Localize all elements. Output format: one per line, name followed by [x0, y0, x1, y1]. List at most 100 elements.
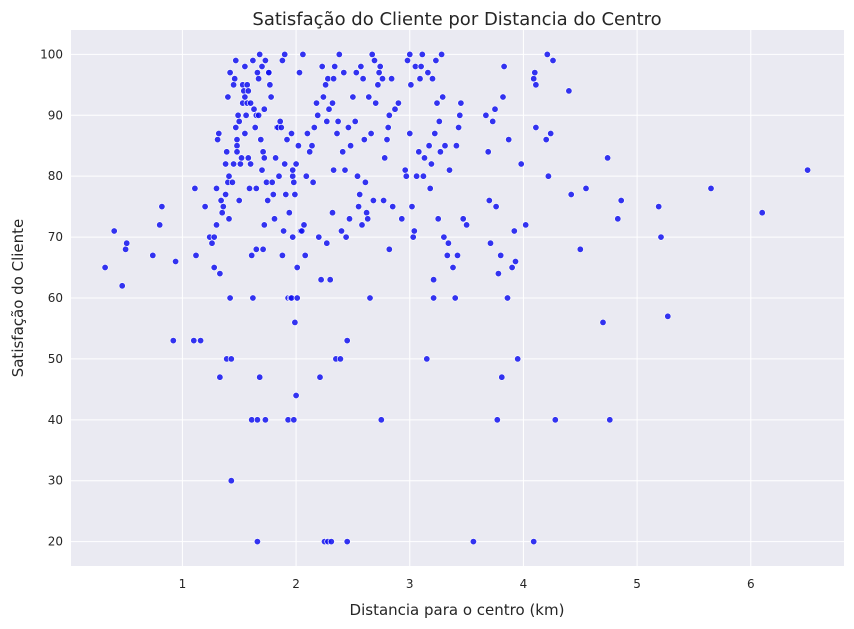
data-point [445, 166, 453, 174]
data-point [378, 75, 386, 83]
data-point [441, 142, 449, 150]
data-point [424, 69, 432, 77]
data-point [469, 538, 477, 546]
data-point [381, 154, 389, 162]
data-point [232, 56, 240, 64]
data-point [606, 416, 614, 424]
data-point [258, 166, 266, 174]
data-point [291, 191, 299, 199]
data-point [233, 136, 241, 144]
data-point [459, 215, 467, 223]
data-point [758, 209, 766, 217]
data-point [158, 203, 166, 211]
data-point [485, 197, 493, 205]
data-point [361, 178, 369, 186]
data-point [410, 227, 418, 235]
data-point [359, 75, 367, 83]
y-tick-label: 30 [48, 474, 63, 488]
data-point [249, 56, 257, 64]
data-point [310, 124, 318, 132]
data-point [247, 99, 255, 107]
data-point [500, 62, 508, 70]
data-point [250, 105, 258, 113]
data-point [413, 172, 421, 180]
data-point [418, 50, 426, 58]
data-point [241, 62, 249, 70]
data-point [101, 263, 109, 271]
data-point [326, 276, 334, 284]
data-point [290, 178, 298, 186]
data-point [225, 215, 233, 223]
data-point [255, 75, 263, 83]
data-point [298, 227, 306, 235]
data-point [530, 538, 538, 546]
data-point [169, 337, 177, 345]
data-point [511, 257, 519, 265]
data-point [289, 172, 297, 180]
data-point [463, 221, 471, 229]
data-point [341, 166, 349, 174]
data-point [497, 251, 505, 259]
data-point [259, 148, 267, 156]
data-point [433, 99, 441, 107]
data-point [428, 75, 436, 83]
data-point [260, 154, 268, 162]
data-point [244, 154, 252, 162]
data-point [215, 130, 223, 138]
chart-title: Satisfação do Cliente por Distancia do C… [252, 9, 661, 30]
data-point [246, 184, 254, 192]
data-point [294, 142, 302, 150]
data-point [430, 294, 438, 302]
data-point [655, 203, 663, 211]
data-point [217, 197, 225, 205]
data-point [355, 203, 363, 211]
data-point [604, 154, 612, 162]
data-point [318, 62, 326, 70]
data-point [664, 312, 672, 320]
data-point [482, 111, 490, 119]
data-point [268, 178, 276, 186]
data-point [110, 227, 118, 235]
data-point [365, 93, 373, 101]
data-point [266, 81, 274, 89]
x-tick-label: 4 [520, 577, 528, 591]
data-point [453, 251, 461, 259]
data-point [244, 87, 252, 95]
data-point [542, 136, 550, 144]
data-point [343, 538, 351, 546]
data-point [351, 117, 359, 125]
data-point [293, 263, 301, 271]
y-tick-label: 80 [48, 169, 63, 183]
data-point [323, 239, 331, 247]
data-point [299, 50, 307, 58]
data-point [253, 416, 261, 424]
data-point [235, 197, 243, 205]
data-points [101, 50, 812, 546]
y-tick-label: 100 [40, 47, 63, 61]
data-point [484, 148, 492, 156]
data-point [283, 136, 291, 144]
x-tick-label: 2 [292, 577, 300, 591]
data-point [236, 160, 244, 168]
data-point [432, 56, 440, 64]
data-point [367, 130, 375, 138]
data-point [287, 130, 295, 138]
data-point [241, 93, 249, 101]
data-point [290, 416, 298, 424]
data-point [317, 276, 325, 284]
data-point [499, 93, 507, 101]
data-point [415, 148, 423, 156]
data-point [122, 245, 130, 253]
data-point [315, 233, 323, 241]
data-point [344, 124, 352, 132]
data-point [345, 215, 353, 223]
data-point [416, 75, 424, 83]
data-point [314, 111, 322, 119]
data-point [402, 172, 410, 180]
data-point [436, 148, 444, 156]
data-point [278, 251, 286, 259]
data-point [289, 166, 297, 174]
data-point [291, 318, 299, 326]
data-point [251, 124, 259, 132]
data-point [222, 160, 230, 168]
